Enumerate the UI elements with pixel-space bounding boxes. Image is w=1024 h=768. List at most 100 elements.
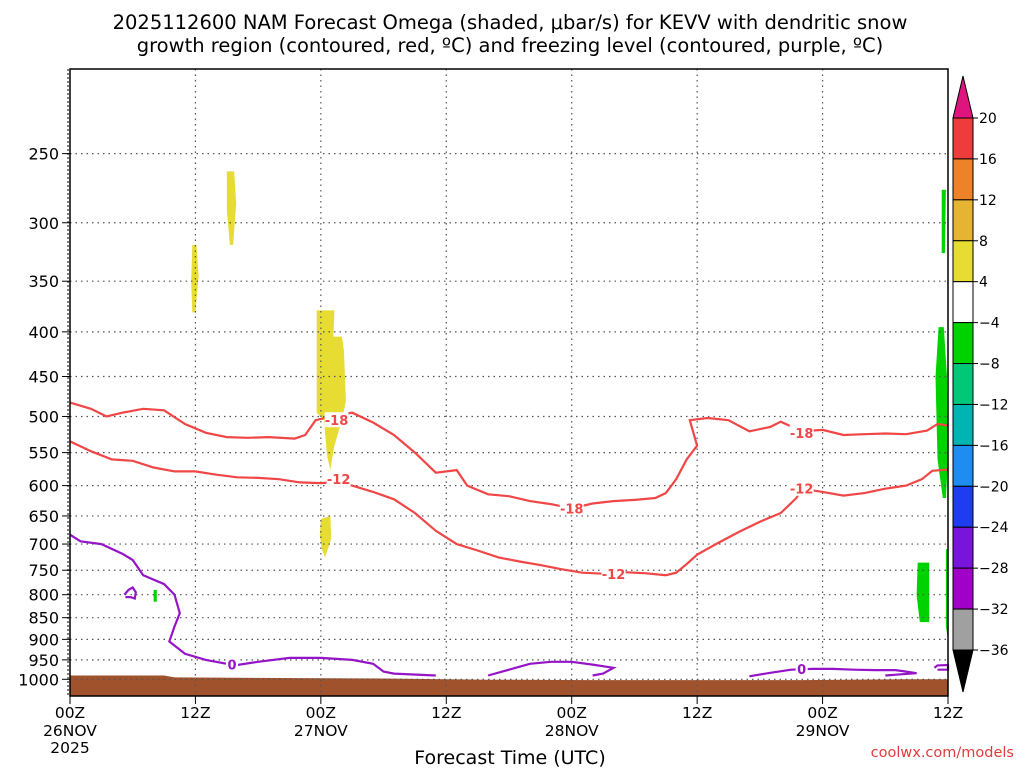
- y-tick-label: 1000: [18, 670, 59, 689]
- y-tick-label: 750: [28, 561, 59, 580]
- x-tick-date-label: 28NOV: [545, 722, 599, 740]
- dgz-contour-label: -18: [560, 502, 584, 517]
- colorbar-label: 16: [979, 152, 997, 168]
- colorbar-label: 12: [979, 193, 997, 209]
- ground-fill: [70, 675, 948, 696]
- colorbar-top-arrow: [952, 75, 974, 119]
- colorbar-bin: [952, 199, 974, 242]
- y-tick-label: 550: [28, 444, 59, 463]
- colorbar-bin: [952, 117, 974, 160]
- freezing-contour-line: [487, 660, 617, 677]
- x-axis-label: Forecast Time (UTC): [414, 747, 605, 768]
- contour-label-bg: [795, 660, 808, 676]
- x-tick-label: 00Z: [55, 704, 85, 722]
- colorbar-label: −16: [979, 438, 1009, 454]
- colorbar-bin: [952, 608, 974, 651]
- omega-shade-region: [935, 327, 948, 498]
- colorbar-bin: [952, 444, 974, 487]
- omega-shade-region: [316, 310, 346, 470]
- x-tick-date-label: 26NOV: [43, 722, 97, 740]
- y-tick-label: 450: [28, 368, 59, 387]
- credit-text: coolwx.com/models: [871, 745, 1014, 761]
- x-tick-label: 12Z: [682, 704, 712, 722]
- colorbar-bin: [952, 485, 974, 528]
- freezing-contour-line: [749, 667, 917, 678]
- grid-lines: [70, 69, 948, 696]
- colorbar-label: 20: [979, 111, 997, 127]
- chart-title-line2: growth region (contoured, red, ºC) and f…: [137, 34, 884, 57]
- colorbar-label: 8: [979, 234, 988, 250]
- colorbar-bin: [952, 363, 974, 405]
- colorbar-bin: [952, 526, 974, 569]
- x-tick-date-label: 27NOV: [294, 722, 348, 740]
- y-axis: 250 300 350 400 450 500 550 600 650 700 750 800 850 9…: [18, 145, 70, 689]
- colorbar-bin: [952, 240, 974, 283]
- y-tick-label: 950: [28, 651, 59, 670]
- contour-label-bg: [559, 500, 584, 516]
- colorbar-label: −8: [979, 357, 1000, 373]
- omega-shade-region: [319, 516, 332, 558]
- colorbar-bin: [952, 567, 974, 610]
- colorbar: 20 16 12 8 4 −4 −8 −12 −16 −20 −24 −28 −32 −36: [952, 75, 1009, 693]
- x-tick-label: 12Z: [180, 704, 210, 722]
- contour-label-bg: [326, 471, 351, 487]
- dgz-contour-label: -12: [327, 473, 351, 488]
- colorbar-label: −12: [979, 397, 1009, 413]
- dgz-contour-label: -12: [602, 568, 626, 583]
- dgz-contour-label: -18: [325, 414, 349, 429]
- omega-shade-region: [916, 562, 930, 623]
- plot-area: [70, 69, 948, 696]
- freezing-contour-label: 0: [227, 659, 236, 674]
- colorbar-bottom-arrow: [952, 649, 974, 693]
- dgz-contour-label: -12: [790, 483, 814, 498]
- x-tick-label: 12Z: [933, 704, 963, 722]
- omega-shade-region: [226, 171, 237, 245]
- contour-label-bg: [789, 480, 814, 496]
- x-tick-year-label: 2025: [50, 739, 89, 757]
- freezing-contour-line: [69, 533, 436, 677]
- contour-label-bg: [226, 656, 239, 672]
- contour-label-bg: [601, 566, 626, 582]
- ground-surface: [70, 675, 948, 696]
- colorbar-bin: [952, 322, 974, 365]
- y-tick-label: 800: [28, 586, 59, 605]
- y-tick-label: 900: [28, 630, 59, 649]
- chart-title-line1: 2025112600 NAM Forecast Omega (shaded, μ…: [113, 11, 908, 34]
- colorbar-label: −36: [979, 643, 1009, 659]
- x-tick-label: 00Z: [306, 704, 336, 722]
- y-tick-label: 350: [28, 272, 59, 291]
- colorbar-label: −24: [979, 520, 1009, 536]
- colorbar-bin: [952, 403, 974, 446]
- y-tick-label: 850: [28, 609, 59, 628]
- colorbar-label: 4: [979, 275, 988, 291]
- y-tick-label: 700: [28, 535, 59, 554]
- y-tick-label: 500: [28, 407, 59, 426]
- omega-shade-region: [153, 589, 157, 602]
- freezing-contour-line: [123, 586, 137, 600]
- dgz-contour-label: -18: [790, 427, 814, 442]
- colorbar-label: −28: [979, 561, 1009, 577]
- chart-title: 2025112600 NAM Forecast Omega (shaded, μ…: [113, 11, 908, 57]
- omega-shade-region: [941, 189, 946, 254]
- temperature-contours: -18 -12 -12 -18 -12 -18 0 0: [69, 401, 950, 678]
- colorbar-bin: [952, 158, 974, 201]
- colorbar-label: −4: [979, 316, 1000, 332]
- y-tick-label: 250: [28, 145, 59, 164]
- y-tick-label: 600: [28, 477, 59, 496]
- contour-label-bg: [324, 412, 349, 428]
- x-tick-label: 00Z: [557, 704, 587, 722]
- x-tick-label: 12Z: [431, 704, 461, 722]
- colorbar-label: −20: [979, 479, 1009, 495]
- x-tick-date-label: 29NOV: [796, 722, 850, 740]
- freezing-contour-label: 0: [797, 663, 806, 678]
- y-tick-label: 300: [28, 214, 59, 233]
- colorbar-label: −32: [979, 602, 1009, 618]
- plot-frame: [69, 68, 949, 697]
- y-tick-label: 400: [28, 323, 59, 342]
- x-tick-label: 00Z: [807, 704, 837, 722]
- contour-label-bg: [789, 424, 814, 440]
- colorbar-bin: [952, 281, 974, 324]
- y-tick-label: 650: [28, 507, 59, 526]
